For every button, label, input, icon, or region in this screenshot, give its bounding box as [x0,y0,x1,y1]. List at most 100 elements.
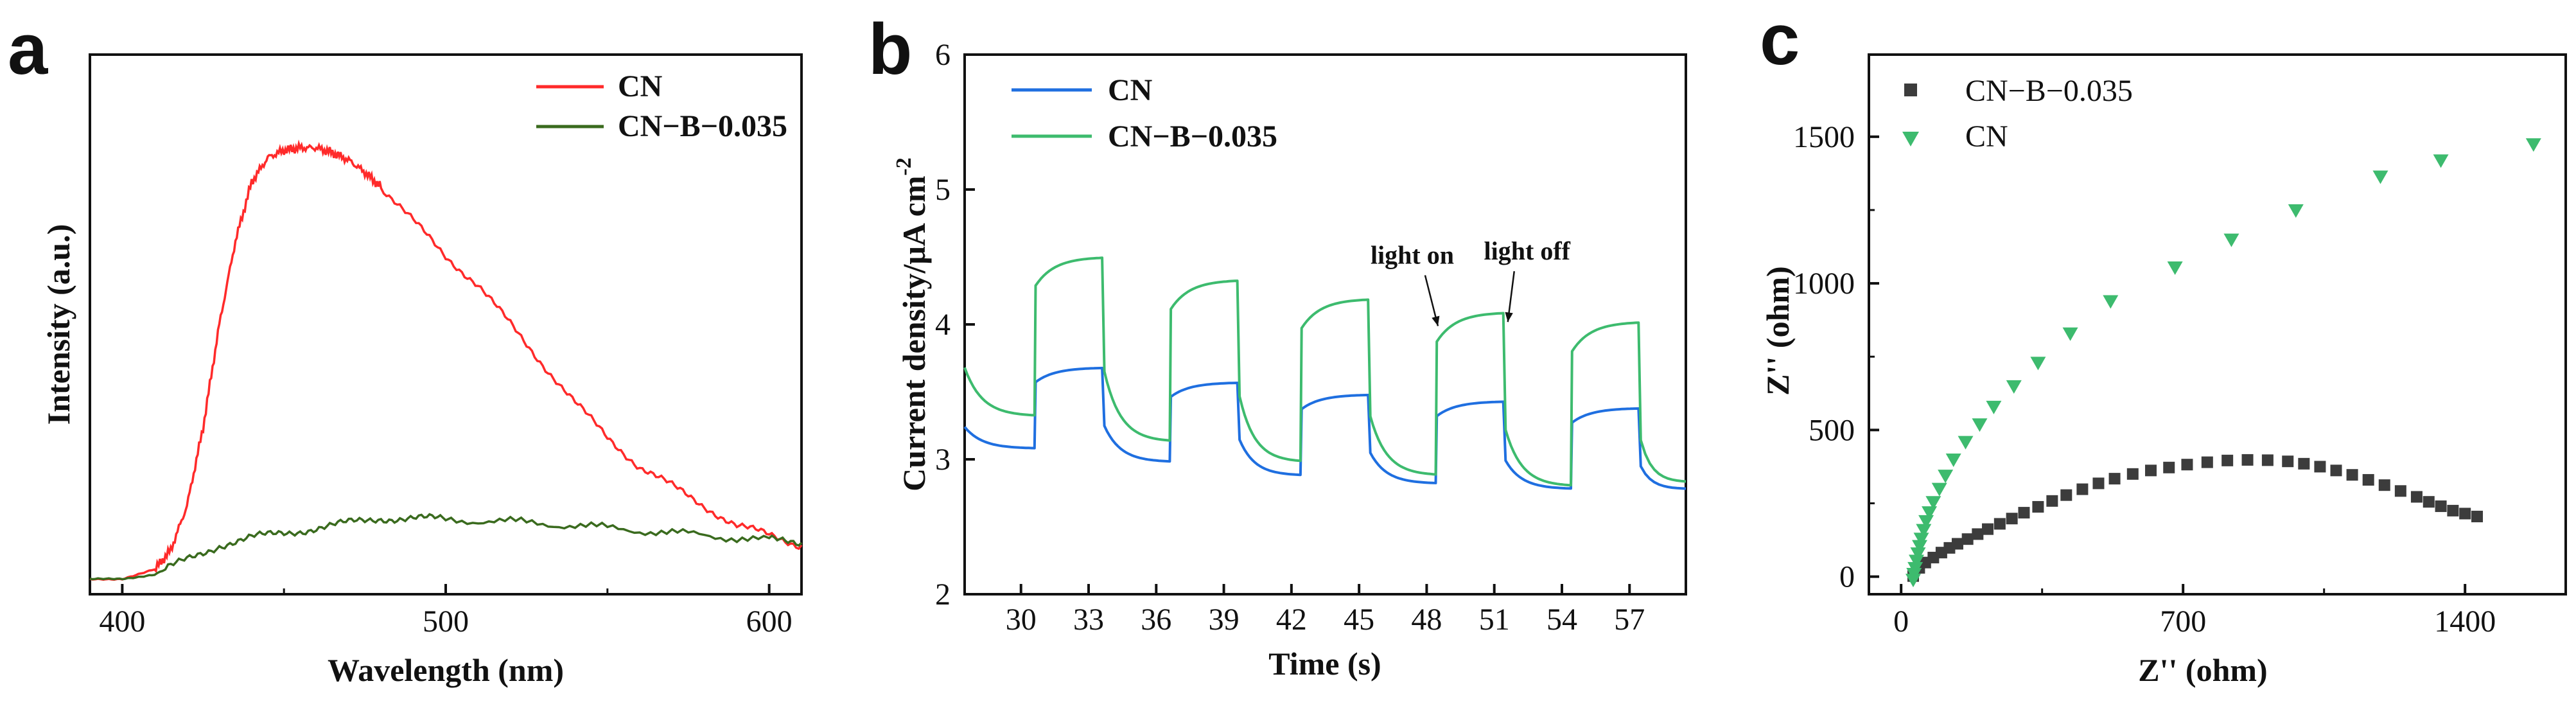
panel-c-point-cnb [2394,485,2406,497]
panel-b-xtick-label: 36 [1141,603,1171,637]
panel-c-point-cn [2433,154,2449,168]
panel-b-xtick-label: 51 [1479,603,1510,637]
panel-b-series-cnb [963,256,1687,487]
panel-c-xlabel: Z'' (ohm) [2138,652,2267,688]
panel-b-series-cn [963,366,1687,490]
panel-c-point-cn [2062,327,2078,341]
panel-c-point-cn [1907,561,1923,576]
panel-c-legend-swatch-cnb [1904,84,1917,96]
panel-c-point-cn [2525,138,2541,152]
panel-c-xtick-label: 1400 [2434,605,2496,639]
panel-b-annotation-light-on: light on [1371,241,1454,270]
panel-b-xtick-label: 39 [1209,603,1240,637]
panel-c-point-cnb [2163,461,2175,473]
panel-b-xtick-label: 45 [1344,603,1374,637]
panel-b-xtick-label: 42 [1276,603,1307,637]
panel-b-ytick-label: 2 [935,578,951,612]
panel-c-point-cnb [2459,507,2471,520]
panel-b-xtick-label: 54 [1546,603,1577,637]
panel-c-point-cnb [2018,507,2030,519]
panel-c-point-cn [1958,436,1974,450]
panel-b-ytick-label: 6 [935,38,951,72]
panel-c-letter: c [1760,0,1800,80]
panel-c-point-cnb [1972,528,1984,540]
panel-c-ytick-label: 0 [1839,560,1855,594]
panel-a-series-cn [89,139,803,581]
panel-b-xtick-label: 30 [1006,603,1037,637]
panel-a-letter: a [8,9,48,89]
panel-c-point-cnb [2378,479,2390,491]
panel-c-point-cnb [2362,473,2374,486]
panel-b-ylabel-sup: -2 [892,157,916,175]
panel-c-point-cnb [2261,454,2274,466]
panel-c-ytick-label: 500 [1809,413,1855,447]
panel-b-xtick-label: 48 [1411,603,1442,637]
panel-c-ylabel: Z'' (ohm) [1760,266,1796,395]
panel-c-point-cn [1906,568,1922,582]
panel-c-point-cn [1912,540,1928,554]
panel-b-ylabel: Current density/μA cm-2 [892,157,932,491]
panel-c-legend-label-cnb: CN−B−0.035 [1965,74,2133,108]
panel-b-ytick-label: 5 [935,173,951,207]
panel-b-annotation-arrowhead [1505,312,1513,322]
panel-b-annotation-light-off: light off [1484,236,1571,265]
panel-c-point-cn [2167,261,2183,275]
panel-c-plot-frame [1868,53,2567,596]
panel-c-point-cnb [2076,483,2089,495]
panel-b-ytick-label: 3 [935,443,951,477]
panel-c-point-cnb [1951,538,1963,550]
panel-c-point-cnb [2108,473,2121,485]
panel-c-point-cn [2223,233,2239,247]
panel-c-point-cnb [1993,518,2006,530]
panel-c-point-cnb [1961,533,1974,545]
panel-b-xlabel: Time (s) [1268,646,1381,682]
panel-c-point-cnb [2046,495,2058,507]
panel-b-xtick-label: 33 [1073,603,1104,637]
panel-c-point-cn [1916,524,1932,538]
panel-c-point-cn [2288,204,2304,218]
panel-c-point-cn [1922,506,1938,520]
panel-a-xtick-label: 500 [423,605,469,639]
panel-c-point-cnb [2330,464,2342,477]
panel-c-point-cn [1913,533,1929,547]
panel-c-point-cn [2030,357,2046,371]
panel-c-point-cnb [2126,468,2139,480]
panel-c-point-cnb [2201,456,2213,468]
panel-c-point-cnb [2346,469,2358,481]
panel-b-legend: CN CN−B−0.035 [1012,73,1277,154]
panel-c-point-cnb [1982,523,1994,535]
panel-c-point-cn [2006,380,2022,394]
panel-b-legend-label-cn: CN [1108,73,1153,107]
panel-c-point-cnb [2181,459,2193,471]
panel-c-point-cnb [2471,511,2484,523]
panel-c-point-cn [2103,295,2119,309]
panel-c-point-cnb [2032,500,2044,513]
panel-c-xtick-label: 0 [1893,605,1909,639]
panel-c-point-cnb [2241,454,2254,466]
panel-c-point-cnb [2314,461,2326,473]
panel-b-annotation-arrowhead [1432,315,1440,326]
panel-c-point-cnb [2282,455,2294,468]
panel-c-point-cnb [2060,489,2072,501]
panel-a-series-cnb [89,513,803,581]
panel-c-point-cnb [2006,513,2018,525]
panel-a-legend-label-cnb: CN−B−0.035 [618,109,787,143]
panel-c-point-cn [1925,496,1941,510]
panel-c-point-cn [1972,418,1988,432]
panel-c-point-cnb [2221,454,2234,466]
panel-c-point-cnb [2298,457,2310,470]
panel-c-point-cn [1931,482,1947,497]
panel-a-ylabel: Intensity (a.u.) [40,224,76,425]
panel-a-xtick-label: 600 [746,605,793,639]
panel-c-point-cn [1986,400,2002,414]
panel-c-point-cnb [2447,504,2459,516]
panel-b-ytick-label: 4 [935,308,951,342]
panel-c-point-cn [1945,454,1961,467]
panel-c-point-cnb [2435,500,2447,513]
panel-a-legend: CN CN−B−0.035 [536,69,787,143]
panel-a-xlabel: Wavelength (nm) [328,652,564,688]
panel-a-legend-label-cn: CN [618,69,663,103]
panel-a-xtick-label: 400 [99,605,145,639]
